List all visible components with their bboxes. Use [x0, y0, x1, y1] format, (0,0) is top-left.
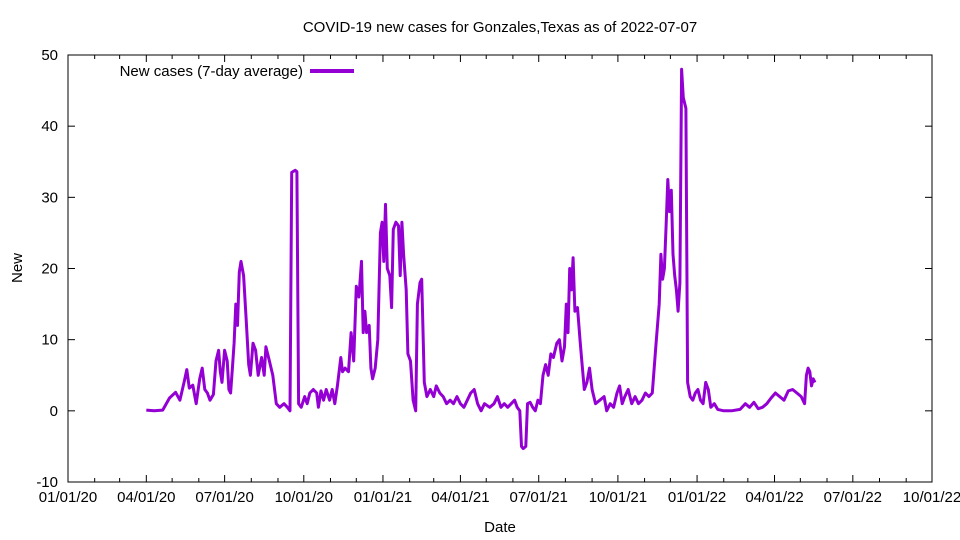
x-tick-label: 07/01/21 [510, 489, 568, 506]
x-axis-label: Date [484, 519, 516, 536]
legend-label: New cases (7-day average) [120, 63, 303, 80]
y-tick-label: 20 [41, 261, 58, 278]
x-tick-label: 04/01/20 [117, 489, 175, 506]
y-tick-label: 40 [41, 118, 58, 135]
chart-title: COVID-19 new cases for Gonzales,Texas as… [303, 19, 697, 36]
x-tick-label: 10/01/20 [275, 489, 333, 506]
series-line-1 [146, 67, 817, 451]
x-tick-label: 07/01/20 [195, 489, 253, 506]
x-tick-label: 10/01/21 [589, 489, 647, 506]
x-tick-label: 07/01/22 [824, 489, 882, 506]
legend: New cases (7-day average) [120, 63, 354, 80]
x-tick-label: 01/01/22 [668, 489, 726, 506]
x-tick-label: 01/01/21 [354, 489, 412, 506]
x-tick-label: 04/01/22 [745, 489, 803, 506]
y-tick-label: 30 [41, 189, 58, 206]
y-axis-label: New [9, 253, 26, 283]
y-tick-label: -10 [36, 474, 58, 491]
x-tick-label: 10/01/22 [903, 489, 960, 506]
y-tick-label: 0 [50, 403, 58, 420]
y-tick-label: 50 [41, 47, 58, 64]
x-tick-label: 04/01/21 [431, 489, 489, 506]
x-tick-label: 01/01/20 [39, 489, 97, 506]
plot-border [67, 54, 933, 483]
y-tick-label: 10 [41, 332, 58, 349]
